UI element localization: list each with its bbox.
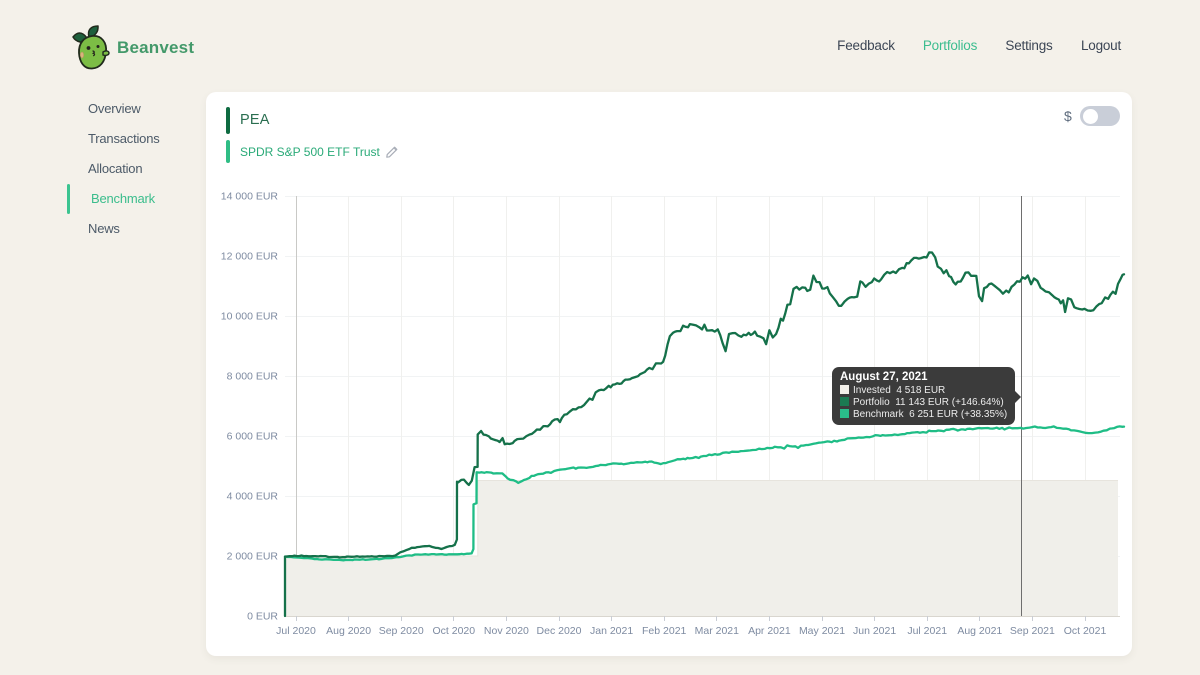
svg-text:4 000 EUR: 4 000 EUR (227, 491, 279, 503)
svg-text:Sep 2021: Sep 2021 (1010, 625, 1055, 637)
svg-text:Sep 2020: Sep 2020 (379, 625, 424, 637)
svg-text:Nov 2020: Nov 2020 (484, 625, 529, 637)
svg-text:Feb 2021: Feb 2021 (642, 625, 687, 637)
svg-text:14 000 EUR: 14 000 EUR (221, 191, 279, 203)
svg-text:Aug 2021: Aug 2021 (957, 625, 1002, 637)
svg-text:Jul 2021: Jul 2021 (907, 625, 947, 637)
svg-text:May 2021: May 2021 (799, 625, 845, 637)
svg-text:Aug 2020: Aug 2020 (326, 625, 371, 637)
svg-text:Oct 2020: Oct 2020 (432, 625, 475, 637)
svg-text:Apr 2021: Apr 2021 (748, 625, 791, 637)
svg-text:10 000 EUR: 10 000 EUR (221, 311, 279, 323)
svg-text:6 000 EUR: 6 000 EUR (227, 431, 279, 443)
svg-text:12 000 EUR: 12 000 EUR (221, 251, 279, 263)
svg-text:2 000 EUR: 2 000 EUR (227, 551, 279, 563)
svg-text:Jan 2021: Jan 2021 (590, 625, 633, 637)
svg-text:Mar 2021: Mar 2021 (695, 625, 740, 637)
svg-text:Oct 2021: Oct 2021 (1064, 625, 1107, 637)
svg-text:Jul 2020: Jul 2020 (276, 625, 316, 637)
svg-text:0 EUR: 0 EUR (247, 611, 278, 623)
svg-text:8 000 EUR: 8 000 EUR (227, 371, 279, 383)
svg-text:Jun 2021: Jun 2021 (853, 625, 896, 637)
svg-text:Dec 2020: Dec 2020 (537, 625, 582, 637)
